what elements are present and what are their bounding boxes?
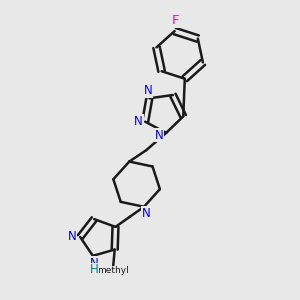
Text: N: N <box>89 257 98 270</box>
Text: N: N <box>142 207 151 220</box>
Text: N: N <box>154 129 163 142</box>
Text: N: N <box>143 84 152 98</box>
Text: N: N <box>68 230 76 243</box>
Text: H: H <box>89 263 98 276</box>
Text: N: N <box>134 115 143 128</box>
Text: methyl: methyl <box>97 266 129 275</box>
Text: F: F <box>172 14 179 27</box>
